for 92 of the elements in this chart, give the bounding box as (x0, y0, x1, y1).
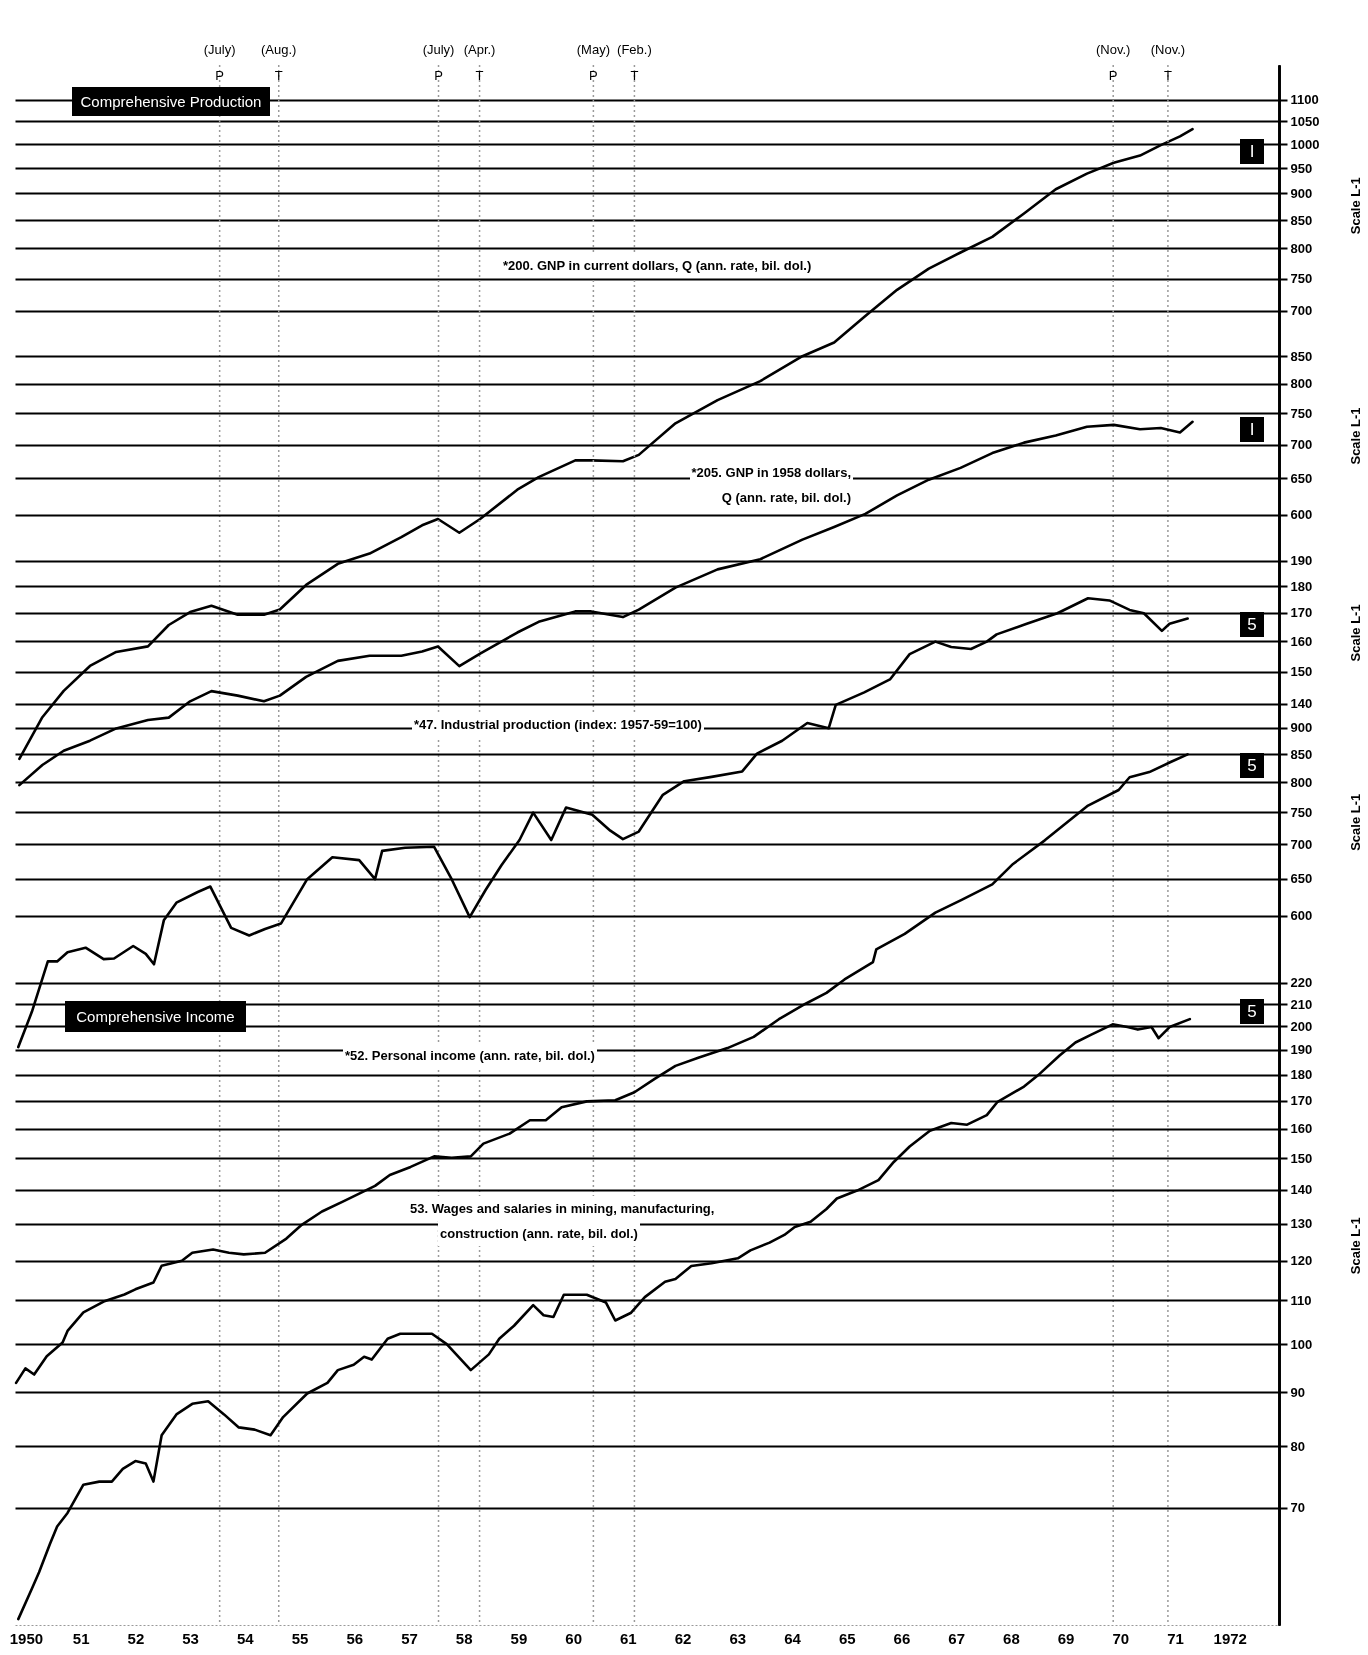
x-tick-label: 52 (127, 1629, 145, 1647)
ref-line-label: (July) P (422, 42, 455, 83)
y-tick-label: 700 (1290, 303, 1313, 319)
annotation: I (1240, 139, 1264, 164)
y-tick-label: 190 (1290, 1042, 1313, 1058)
y-tick-label: 120 (1290, 1253, 1313, 1269)
y-tick-label: 70 (1290, 1500, 1305, 1516)
y-tick-label: 800 (1290, 240, 1313, 256)
y-tick-label: 180 (1290, 578, 1313, 594)
ref-line-label: (May) P (576, 42, 610, 83)
annotation: 5 (1240, 999, 1264, 1024)
y-tick-label: 220 (1290, 975, 1313, 991)
y-tick-label: 110 (1290, 1292, 1312, 1308)
text: *200. GNP in current dollars, Q (ann. rate, bil. dol.) (501, 253, 814, 278)
annotation: 5 (1240, 753, 1264, 778)
y-tick-label: 90 (1290, 1384, 1305, 1400)
y-tick-label: 170 (1290, 605, 1313, 621)
y-tick-label: 750 (1290, 804, 1313, 820)
y-tick-label: 850 (1290, 212, 1313, 228)
y-tick-label: 200 (1290, 1018, 1313, 1034)
y-axis-title: Scale L-1 (1347, 793, 1363, 851)
y-tick-label: 850 (1290, 348, 1313, 364)
series-label: 53. Wages and salaries in mining, manufacturing, construction (ann. rate, bil. dol.) (409, 1200, 716, 1243)
x-tick-label: 69 (1057, 1629, 1075, 1647)
y-tick-label: 700 (1290, 836, 1313, 852)
y-tick-label: 650 (1290, 470, 1313, 486)
y-tick-label: 900 (1290, 185, 1313, 201)
y-tick-label: 600 (1290, 507, 1313, 523)
x-tick-label: 1950 (9, 1629, 44, 1647)
series-label: *205. GNP in 1958 dollars, Q (ann. rate, bil. dol.) (690, 464, 852, 507)
x-tick-label: 61 (620, 1629, 637, 1647)
y-tick-label: 170 (1290, 1093, 1313, 1109)
x-tick-label: 65 (838, 1629, 856, 1647)
y-axis-title: Scale L-1 (1347, 177, 1363, 235)
y-tick-label: 800 (1290, 376, 1313, 392)
x-tick-label: 62 (674, 1629, 692, 1647)
ref-line-label: (Apr.) T (463, 42, 496, 83)
text: *47. Industrial production (index: 1957-59=100) (412, 712, 704, 737)
y-axis-title: Scale L-1 (1347, 1217, 1363, 1275)
y-tick-label: 80 (1290, 1438, 1305, 1454)
x-tick-label: 63 (729, 1629, 747, 1647)
x-tick-label: 64 (784, 1629, 802, 1647)
y-tick-label: 150 (1290, 664, 1313, 680)
y-tick-label: 100 (1290, 1336, 1313, 1352)
annotation: I (1240, 417, 1264, 442)
x-tick-label: 70 (1112, 1629, 1130, 1647)
x-tick-label: 68 (1003, 1629, 1020, 1647)
y-tick-label: 850 (1290, 746, 1313, 762)
x-tick-label: 57 (401, 1629, 418, 1647)
ref-line-label: (Nov.) P (1095, 42, 1131, 83)
ref-line-label: (Nov.) T (1150, 42, 1186, 83)
annotation: Comprehensive Production (72, 87, 270, 116)
y-tick-label: 900 (1290, 720, 1313, 736)
y-tick-label: 190 (1290, 553, 1313, 569)
x-tick-label: 66 (893, 1629, 911, 1647)
y-tick-label: 650 (1290, 871, 1313, 887)
y-tick-label: 150 (1290, 1150, 1313, 1166)
y-axis-title: Scale L-1 (1347, 407, 1363, 465)
y-tick-label: 130 (1290, 1216, 1313, 1232)
y-tick-label: 140 (1290, 1182, 1313, 1198)
ref-line-label: (July) P (203, 42, 236, 83)
x-tick-label: 55 (291, 1629, 309, 1647)
annotation: 5 (1240, 612, 1264, 637)
y-tick-label: 1100 (1290, 92, 1319, 108)
x-tick-label: 54 (236, 1629, 255, 1647)
ref-line-label: (Aug.) T (261, 42, 297, 83)
x-tick-label: 71 (1167, 1629, 1184, 1647)
text: *52. Personal income (ann. rate, bil. dol.) (343, 1043, 597, 1068)
y-axis-title: Scale L-1 (1347, 604, 1363, 662)
x-tick-label: 53 (182, 1629, 199, 1647)
y-tick-label: 160 (1290, 1121, 1313, 1137)
y-tick-label: 140 (1290, 696, 1313, 712)
y-tick-label: 800 (1290, 774, 1313, 790)
y-tick-label: 700 (1290, 437, 1313, 453)
y-tick-label: 750 (1290, 405, 1313, 421)
x-tick-label: 60 (565, 1629, 582, 1647)
y-tick-label: 1050 (1290, 113, 1320, 129)
annotation: Comprehensive Income (65, 1001, 246, 1032)
y-tick-label: 210 (1290, 996, 1313, 1012)
y-tick-label: 750 (1290, 271, 1313, 287)
x-tick-label: 59 (510, 1629, 528, 1647)
y-tick-label: 950 (1290, 160, 1313, 176)
x-tick-label: 51 (72, 1629, 90, 1647)
x-tick-label: 56 (346, 1629, 364, 1647)
x-tick-label: 67 (948, 1629, 965, 1647)
y-tick-label: 600 (1290, 908, 1313, 924)
y-tick-label: 1000 (1290, 136, 1320, 152)
x-tick-label: 1972 (1213, 1629, 1247, 1647)
y-tick-label: 160 (1290, 633, 1313, 649)
ref-line-label: (Feb.) T (617, 42, 652, 83)
y-tick-label: 180 (1290, 1067, 1313, 1083)
x-tick-label: 58 (455, 1629, 473, 1647)
